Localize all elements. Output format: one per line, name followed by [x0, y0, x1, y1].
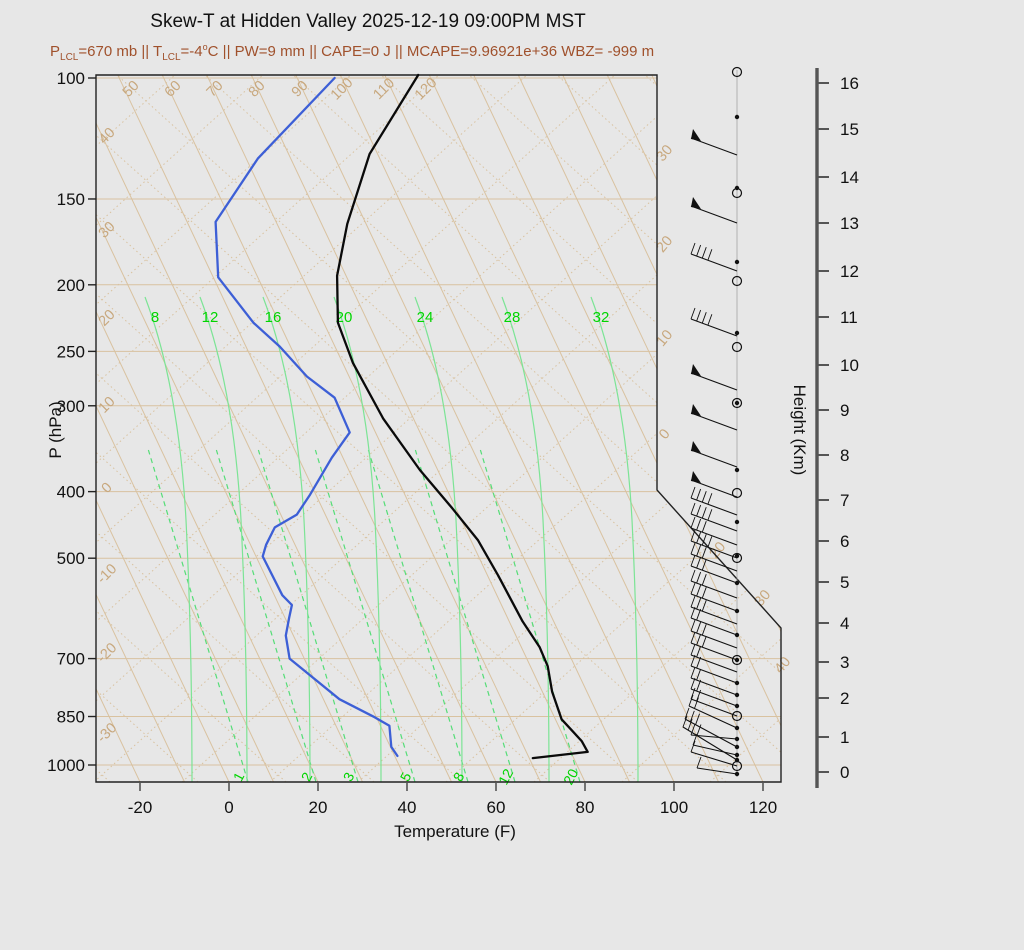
svg-text:1: 1 — [840, 728, 849, 747]
svg-text:16: 16 — [840, 74, 859, 93]
svg-text:-30: -30 — [94, 720, 120, 746]
background-grid — [96, 75, 781, 782]
svg-text:100: 100 — [660, 798, 688, 817]
svg-text:20: 20 — [309, 798, 328, 817]
svg-text:40: 40 — [96, 125, 119, 148]
svg-text:400: 400 — [57, 483, 85, 502]
svg-text:70: 70 — [204, 78, 227, 101]
svg-text:150: 150 — [57, 190, 85, 209]
svg-text:110: 110 — [370, 75, 398, 103]
svg-text:2: 2 — [840, 689, 849, 708]
svg-text:28: 28 — [504, 309, 521, 326]
dewpoint-curve — [214, 76, 399, 758]
sounding-parameters-text: PLCL=670 mb || TLCL=-4oC || PW=9 mm || C… — [50, 42, 655, 63]
svg-text:20: 20 — [96, 307, 119, 330]
svg-text:5: 5 — [840, 573, 849, 592]
svg-text:12: 12 — [495, 766, 517, 787]
svg-text:0: 0 — [224, 798, 233, 817]
svg-text:0: 0 — [99, 480, 116, 497]
svg-text:-20: -20 — [128, 798, 153, 817]
temperature-axis-title: Temperature (F) — [394, 822, 516, 841]
height-axis-title: Height (Km) — [790, 384, 809, 476]
svg-text:24: 24 — [417, 309, 434, 326]
svg-text:11: 11 — [840, 308, 858, 327]
svg-text:120: 120 — [749, 798, 777, 817]
svg-text:80: 80 — [246, 78, 269, 101]
svg-text:4: 4 — [840, 614, 849, 633]
svg-text:40: 40 — [772, 654, 795, 677]
svg-text:30: 30 — [752, 587, 775, 610]
svg-text:13: 13 — [840, 214, 859, 233]
svg-text:60: 60 — [487, 798, 506, 817]
svg-text:-20: -20 — [94, 640, 120, 666]
mixing-ratio-labels: 1 2 3 5 8 12 20 — [230, 766, 582, 787]
svg-text:12: 12 — [202, 309, 219, 326]
svg-text:20: 20 — [336, 309, 353, 326]
svg-text:8: 8 — [151, 309, 159, 326]
svg-text:850: 850 — [57, 708, 85, 727]
svg-text:700: 700 — [57, 650, 85, 669]
page-title: Skew-T at Hidden Valley 2025-12-19 09:00… — [150, 11, 586, 32]
svg-text:9: 9 — [840, 401, 849, 420]
svg-text:500: 500 — [57, 549, 85, 568]
svg-text:80: 80 — [576, 798, 595, 817]
svg-text:10: 10 — [840, 356, 859, 375]
svg-text:20: 20 — [654, 233, 677, 256]
svg-text:300: 300 — [57, 397, 85, 416]
svg-text:20: 20 — [560, 766, 582, 787]
svg-text:14: 14 — [840, 168, 859, 187]
svg-text:50: 50 — [120, 78, 143, 101]
svg-text:200: 200 — [57, 276, 85, 295]
svg-text:0: 0 — [656, 426, 673, 442]
svg-text:1000: 1000 — [47, 756, 85, 775]
svg-text:16: 16 — [265, 309, 282, 326]
plot-border — [95, 74, 782, 783]
temperature-curve — [335, 73, 589, 760]
svg-text:15: 15 — [840, 120, 859, 139]
svg-text:0: 0 — [840, 763, 849, 782]
svg-text:-10: -10 — [94, 561, 120, 587]
wind-barbs — [682, 66, 743, 777]
moist-adiabat-labels: 8 12 16 20 24 28 32 — [151, 309, 610, 326]
svg-text:250: 250 — [57, 342, 85, 361]
svg-text:10: 10 — [654, 327, 677, 350]
svg-text:32: 32 — [593, 309, 610, 326]
svg-text:40: 40 — [398, 798, 417, 817]
svg-text:7: 7 — [840, 491, 849, 510]
pressure-axis: 100 150 200 250 300 400 500 700 850 1000 — [47, 69, 96, 775]
svg-text:8: 8 — [840, 446, 849, 465]
svg-text:6: 6 — [840, 532, 849, 551]
temperature-axis: -20 0 20 40 60 80 100 120 — [128, 782, 777, 817]
svg-text:100: 100 — [57, 69, 85, 88]
pressure-axis-title: P (hPa) — [46, 401, 65, 459]
svg-text:30: 30 — [654, 142, 677, 165]
svg-text:3: 3 — [840, 653, 849, 672]
svg-text:30: 30 — [96, 219, 119, 242]
svg-text:90: 90 — [289, 78, 312, 101]
svg-text:12: 12 — [840, 262, 859, 281]
